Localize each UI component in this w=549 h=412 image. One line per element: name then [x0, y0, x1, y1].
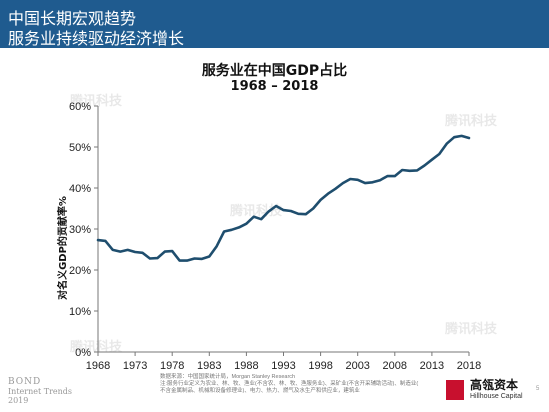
data-point [393, 175, 396, 178]
data-point [193, 257, 196, 260]
data-point [379, 179, 381, 182]
data-point [238, 226, 240, 229]
source-note: 数据来源：中国国家统计局，Morgan Stanley Research 注:服… [160, 374, 419, 394]
y-axis-label: 对名义GDP的贡献率% [56, 196, 69, 300]
watermark: 腾讯科技 [445, 322, 498, 337]
data-point [230, 228, 233, 231]
x-tick-label: 2008 [383, 360, 407, 372]
data-point [260, 218, 263, 221]
x-tick-label: 1993 [271, 360, 295, 372]
data-point [267, 210, 270, 213]
data-point [304, 213, 307, 216]
line-chart: 0% 10% 20% 30% 40% 50% 60% 1968 1973 1978 1983 198… [56, 101, 481, 372]
y-tick-label: 0% [75, 347, 91, 359]
data-point [364, 182, 366, 185]
x-tick-label: 2018 [457, 360, 481, 372]
data-point [223, 230, 226, 233]
watermark: 腾讯科技 [70, 94, 123, 109]
company-name: 高瓴资本 [470, 378, 519, 392]
x-tick-label: 1973 [123, 360, 147, 372]
data-point [215, 245, 218, 248]
data-point [178, 259, 181, 262]
data-point [186, 259, 188, 262]
y-tick-label: 10% [69, 306, 91, 318]
watermark: 腾讯科技 [445, 114, 498, 129]
x-tick-label: 1988 [234, 360, 258, 372]
data-point [319, 199, 322, 201]
page-title: 中国长期宏观趋势 [8, 9, 137, 28]
hillhouse-logo-icon [446, 380, 464, 400]
data-point [297, 212, 300, 215]
chart-axes [94, 105, 470, 356]
x-tick-label: 1968 [86, 360, 110, 372]
data-point [468, 137, 470, 139]
data-point [445, 142, 448, 145]
data-point [408, 169, 411, 172]
page-number: 5 [536, 386, 540, 392]
y-tick-label: 30% [69, 224, 91, 236]
bond-label: BOND Internet Trends 2019 [8, 377, 73, 406]
series-group [96, 134, 471, 262]
company-name-en: Hillhouse Capital [470, 393, 523, 400]
data-point [312, 207, 315, 210]
chart-title: 服务业在中国GDP占比 [201, 63, 348, 79]
data-point [275, 205, 277, 207]
x-tick-label: 2003 [345, 360, 369, 372]
x-tick-label: 1998 [308, 360, 332, 372]
data-point [104, 240, 107, 242]
data-point [245, 222, 248, 225]
data-point [252, 215, 255, 218]
data-point [356, 178, 359, 181]
series-line [96, 134, 471, 262]
data-point [349, 178, 352, 180]
data-point [371, 181, 374, 184]
data-point [163, 250, 166, 253]
page-subtitle: 服务业持续驱动经济增长 [8, 29, 185, 48]
data-point [156, 257, 159, 259]
data-point [431, 158, 433, 161]
data-point [126, 249, 129, 251]
x-tick-label: 1983 [197, 360, 221, 372]
x-tick-labels: 1968 1973 1978 1983 1988 1993 1998 2003 2008 2013… [86, 360, 481, 372]
y-tick-labels: 0% 10% 20% 30% 40% 50% 60% [69, 101, 91, 359]
chart-subtitle: 1968 – 2018 [230, 79, 319, 94]
y-tick-label: 50% [69, 142, 91, 154]
data-point [416, 169, 418, 172]
data-point [453, 136, 456, 139]
data-point [423, 164, 426, 167]
data-point [282, 209, 285, 212]
data-point [149, 257, 151, 260]
y-tick-label: 20% [69, 265, 91, 277]
data-point [171, 250, 174, 253]
header-banner: 中国长期宏观趋势 服务业持续驱动经济增长 [0, 0, 549, 48]
watermark: 腾讯科技 [70, 340, 123, 355]
data-point [438, 153, 441, 155]
x-tick-label: 2013 [420, 360, 444, 372]
watermark: 腾讯科技 [230, 204, 283, 219]
y-tick-label: 60% [69, 101, 91, 113]
data-point [97, 239, 99, 242]
data-point [141, 251, 144, 254]
x-tick-label: 1978 [160, 360, 184, 372]
data-point [208, 255, 211, 258]
data-point [386, 175, 389, 178]
data-point [342, 182, 344, 185]
data-point [327, 192, 329, 195]
data-point [290, 210, 292, 212]
data-point [460, 135, 463, 137]
data-point [401, 169, 404, 171]
footer: BOND Internet Trends 2019 数据来源：中国国家统计局，M… [0, 372, 549, 412]
data-point [334, 187, 337, 190]
data-point [111, 249, 114, 251]
data-point [134, 251, 137, 253]
data-point [201, 258, 203, 260]
y-tick-label: 40% [69, 183, 91, 195]
data-point [119, 250, 122, 253]
